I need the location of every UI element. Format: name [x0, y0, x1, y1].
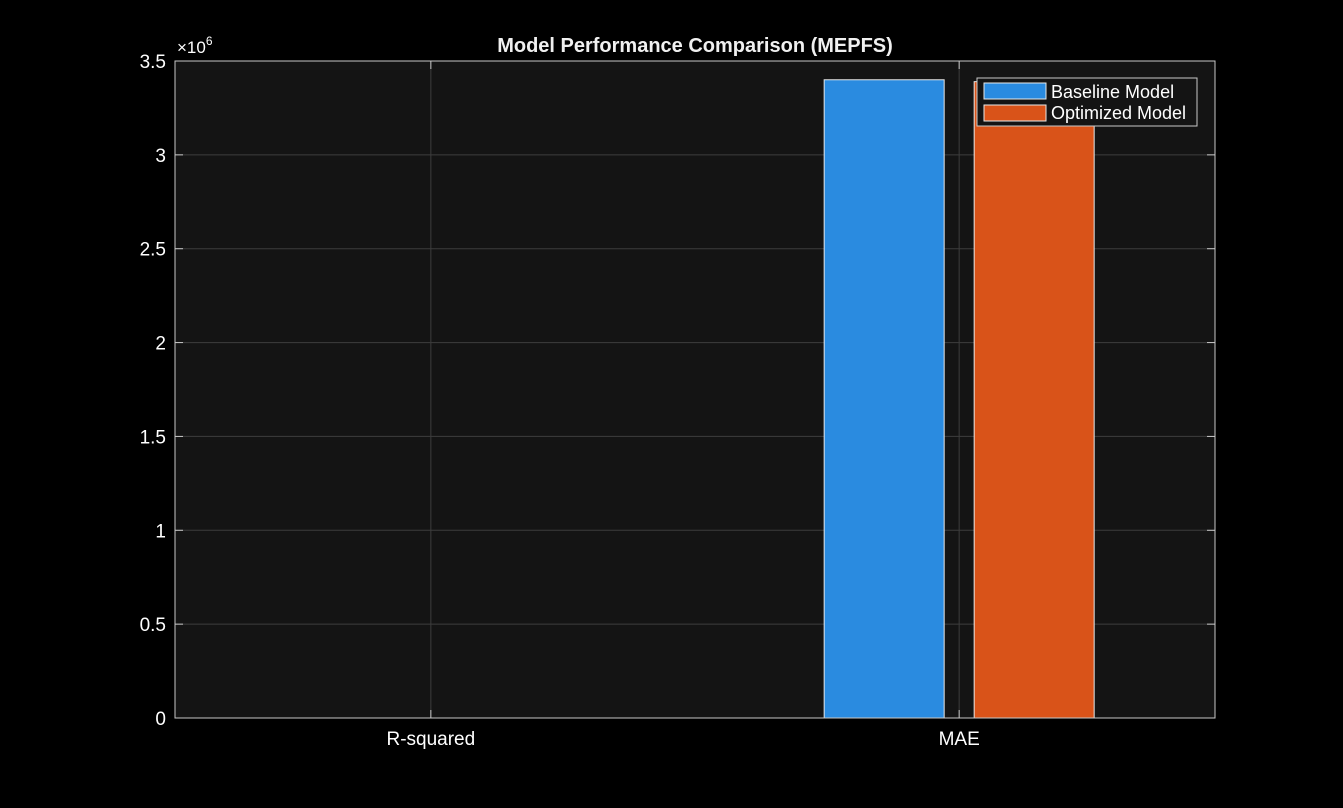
y-tick-label: 2.5	[140, 240, 166, 261]
y-tick-label: 3.5	[140, 52, 166, 73]
y-exponent-power: 6	[206, 34, 213, 48]
axes-frame	[174, 60, 1216, 719]
legend-swatch-optimized	[983, 104, 1047, 122]
ticks: 0 0.5 1 1.5 2 2.5 3 3.5 R-squared MAE	[140, 52, 1215, 750]
chart-title: Model Performance Comparison (MEPFS)	[497, 35, 893, 57]
y-tick-label: 0	[155, 709, 166, 730]
bars	[295, 79, 1095, 719]
x-tick-label: MAE	[939, 729, 980, 750]
y-tick-label: 1.5	[140, 427, 166, 448]
y-tick-label: 1	[155, 521, 166, 542]
y-exponent-label: ×106	[177, 34, 213, 57]
grid	[175, 61, 1215, 718]
y-tick-label: 3	[155, 146, 166, 167]
legend: Baseline Model Optimized Model	[976, 77, 1198, 127]
legend-label-baseline: Baseline Model	[1051, 82, 1174, 102]
x-tick-label: R-squared	[386, 729, 475, 750]
legend-swatch-baseline	[983, 82, 1047, 100]
legend-label-optimized: Optimized Model	[1051, 103, 1186, 123]
y-exponent-base: ×10	[177, 38, 206, 57]
y-tick-label: 0.5	[140, 615, 166, 636]
y-tick-label: 2	[155, 334, 166, 355]
bar-optimized-mae	[973, 81, 1095, 719]
bar-baseline-mae	[823, 79, 945, 719]
